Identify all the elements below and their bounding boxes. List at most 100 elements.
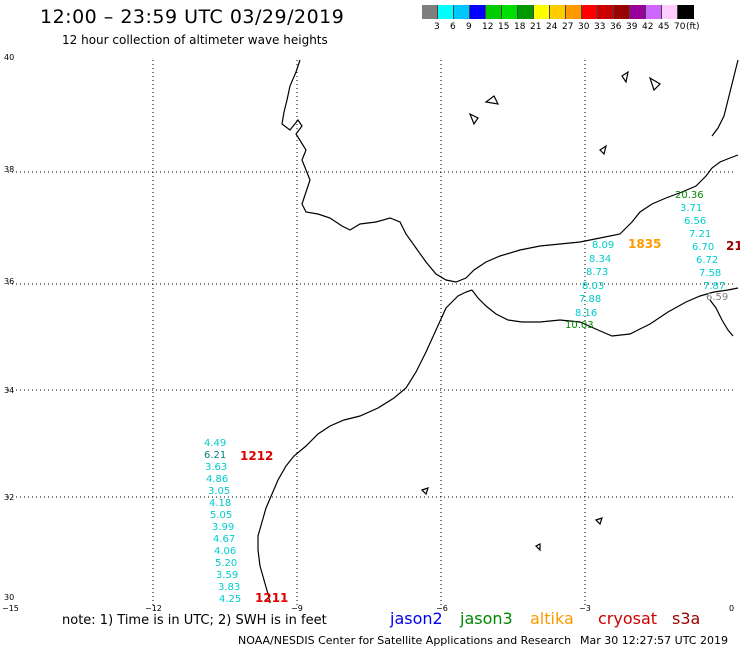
atlantic-value: 4.18 (209, 498, 231, 509)
atlantic-value: 6.21 (204, 450, 226, 461)
y-tick-38: 38 (4, 165, 14, 174)
east-track: 20.36 3.71 6.56 7.21 6.70 6.72 7.58 7.87… (675, 190, 740, 303)
east-value: 7.87 (703, 281, 725, 292)
legend-swatch (422, 5, 438, 19)
east-value: 6.56 (684, 216, 706, 227)
east-value: 6.70 (692, 242, 714, 253)
legend-label: 9 (466, 22, 472, 32)
legend-swatch (598, 5, 614, 19)
atlantic-value: 5.05 (210, 510, 232, 521)
alboran-value: 8.09 (592, 240, 614, 251)
color-legend (422, 5, 694, 19)
color-legend-labels: 3 6 9 12 15 18 21 24 27 30 33 36 39 42 45 70 (ft) (422, 22, 740, 34)
small-islands (420, 70, 661, 552)
y-tick-32: 32 (4, 493, 14, 502)
credit: NOAA/NESDIS Center for Satellite Applica… (238, 634, 572, 647)
atlantic-end-time-label: 1211 (255, 591, 288, 605)
atlantic-value: 4.25 (219, 594, 241, 605)
africa-mediterranean-coast (471, 287, 739, 337)
legend-label: 39 (626, 22, 638, 32)
alboran-value: 7.88 (579, 294, 601, 305)
legend-swatch (470, 5, 486, 19)
atlantic-value: 3.59 (216, 570, 238, 581)
y-tick-30: 30 (4, 593, 14, 602)
sat-jason2: jason2 (390, 609, 443, 628)
legend-swatch (630, 5, 646, 19)
y-tick-36: 36 (4, 277, 14, 286)
y-axis: 40 38 36 34 32 30 (4, 53, 14, 602)
x-tick-m6: −6 (436, 604, 448, 613)
legend-swatch (646, 5, 662, 19)
legend-swatch (566, 5, 582, 19)
legend-label: 21 (530, 22, 542, 32)
timestamp: Mar 30 12:27:57 UTC 2019 (580, 634, 728, 647)
coastline (257, 59, 739, 604)
east-value: 7.58 (699, 268, 721, 279)
atlantic-value: 4.49 (204, 438, 226, 449)
legend-label: 24 (546, 22, 558, 32)
legend-label: 70 (674, 22, 686, 32)
legend-label: 45 (658, 22, 670, 32)
east-value: 6.59 (706, 292, 728, 303)
atlantic-value: 5.20 (215, 558, 237, 569)
atlantic-value: 3.83 (218, 582, 240, 593)
legend-swatch (518, 5, 534, 19)
legend-label: 27 (562, 22, 574, 32)
x-tick-m12: −12 (145, 604, 162, 613)
legend-swatch (438, 5, 454, 19)
legend-swatch (534, 5, 550, 19)
legend-label: 3 (434, 22, 440, 32)
atlantic-track: 4.49 6.21 3.63 4.86 3.05 4.18 5.05 3.99 … (204, 438, 288, 605)
footer-note: note: 1) Time is in UTC; 2) SWH is in fe… (62, 613, 327, 628)
alboran-value: 8.16 (575, 308, 597, 319)
page-title: 12:00 – 23:59 UTC 03/29/2019 (40, 6, 345, 28)
sat-s3a: s3a (672, 609, 701, 628)
legend-swatch (614, 5, 630, 19)
atlantic-value: 3.05 (208, 486, 230, 497)
atlantic-value: 4.86 (206, 474, 228, 485)
legend-swatch (486, 5, 502, 19)
east-value: 7.21 (689, 229, 711, 240)
atlantic-value: 4.06 (214, 546, 236, 557)
legend-swatch (582, 5, 598, 19)
atlantic-value: 3.99 (212, 522, 234, 533)
legend-label: 18 (514, 22, 526, 32)
legend-label: 12 (482, 22, 494, 32)
sat-cryosat: cryosat (598, 609, 658, 628)
legend-label: 36 (610, 22, 622, 32)
legend-label: 30 (578, 22, 590, 32)
east-value: 6.72 (696, 255, 718, 266)
alboran-value: 10.03 (565, 320, 594, 331)
legend-label: (ft) (686, 22, 700, 32)
atlantic-value: 4.67 (213, 534, 235, 545)
east-value: 20.36 (675, 190, 704, 201)
x-tick-m15: −15 (2, 604, 19, 613)
atlantic-value: 3.63 (205, 462, 227, 473)
portugal-coast (281, 59, 739, 283)
alboran-value: 8.03 (582, 281, 604, 292)
legend-label: 6 (450, 22, 456, 32)
y-tick-34: 34 (4, 386, 14, 395)
east-value: 3.71 (680, 203, 702, 214)
alboran-time-label: 1835 (628, 237, 661, 251)
x-tick-m9: −9 (291, 604, 303, 613)
legend-label: 42 (642, 22, 654, 32)
lat-lon-grid (8, 60, 733, 605)
legend-swatch (550, 5, 566, 19)
legend-swatch (662, 5, 678, 19)
legend-swatch (454, 5, 470, 19)
alboran-value: 8.73 (586, 267, 608, 278)
east-time-label: 21 (726, 239, 740, 253)
x-tick-0: 0 (729, 604, 734, 613)
x-tick-m3: −3 (579, 604, 591, 613)
x-axis: −15 −12 −9 −6 −3 0 (2, 604, 734, 613)
alboran-value: 8.34 (589, 254, 611, 265)
legend-label: 33 (594, 22, 606, 32)
page-subtitle: 12 hour collection of altimeter wave hei… (62, 33, 328, 47)
sat-altika: altika (530, 609, 574, 628)
atlantic-time-label: 1212 (240, 449, 273, 463)
sat-jason3: jason3 (460, 609, 513, 628)
legend-swatch (502, 5, 518, 19)
y-tick-40: 40 (4, 53, 14, 62)
